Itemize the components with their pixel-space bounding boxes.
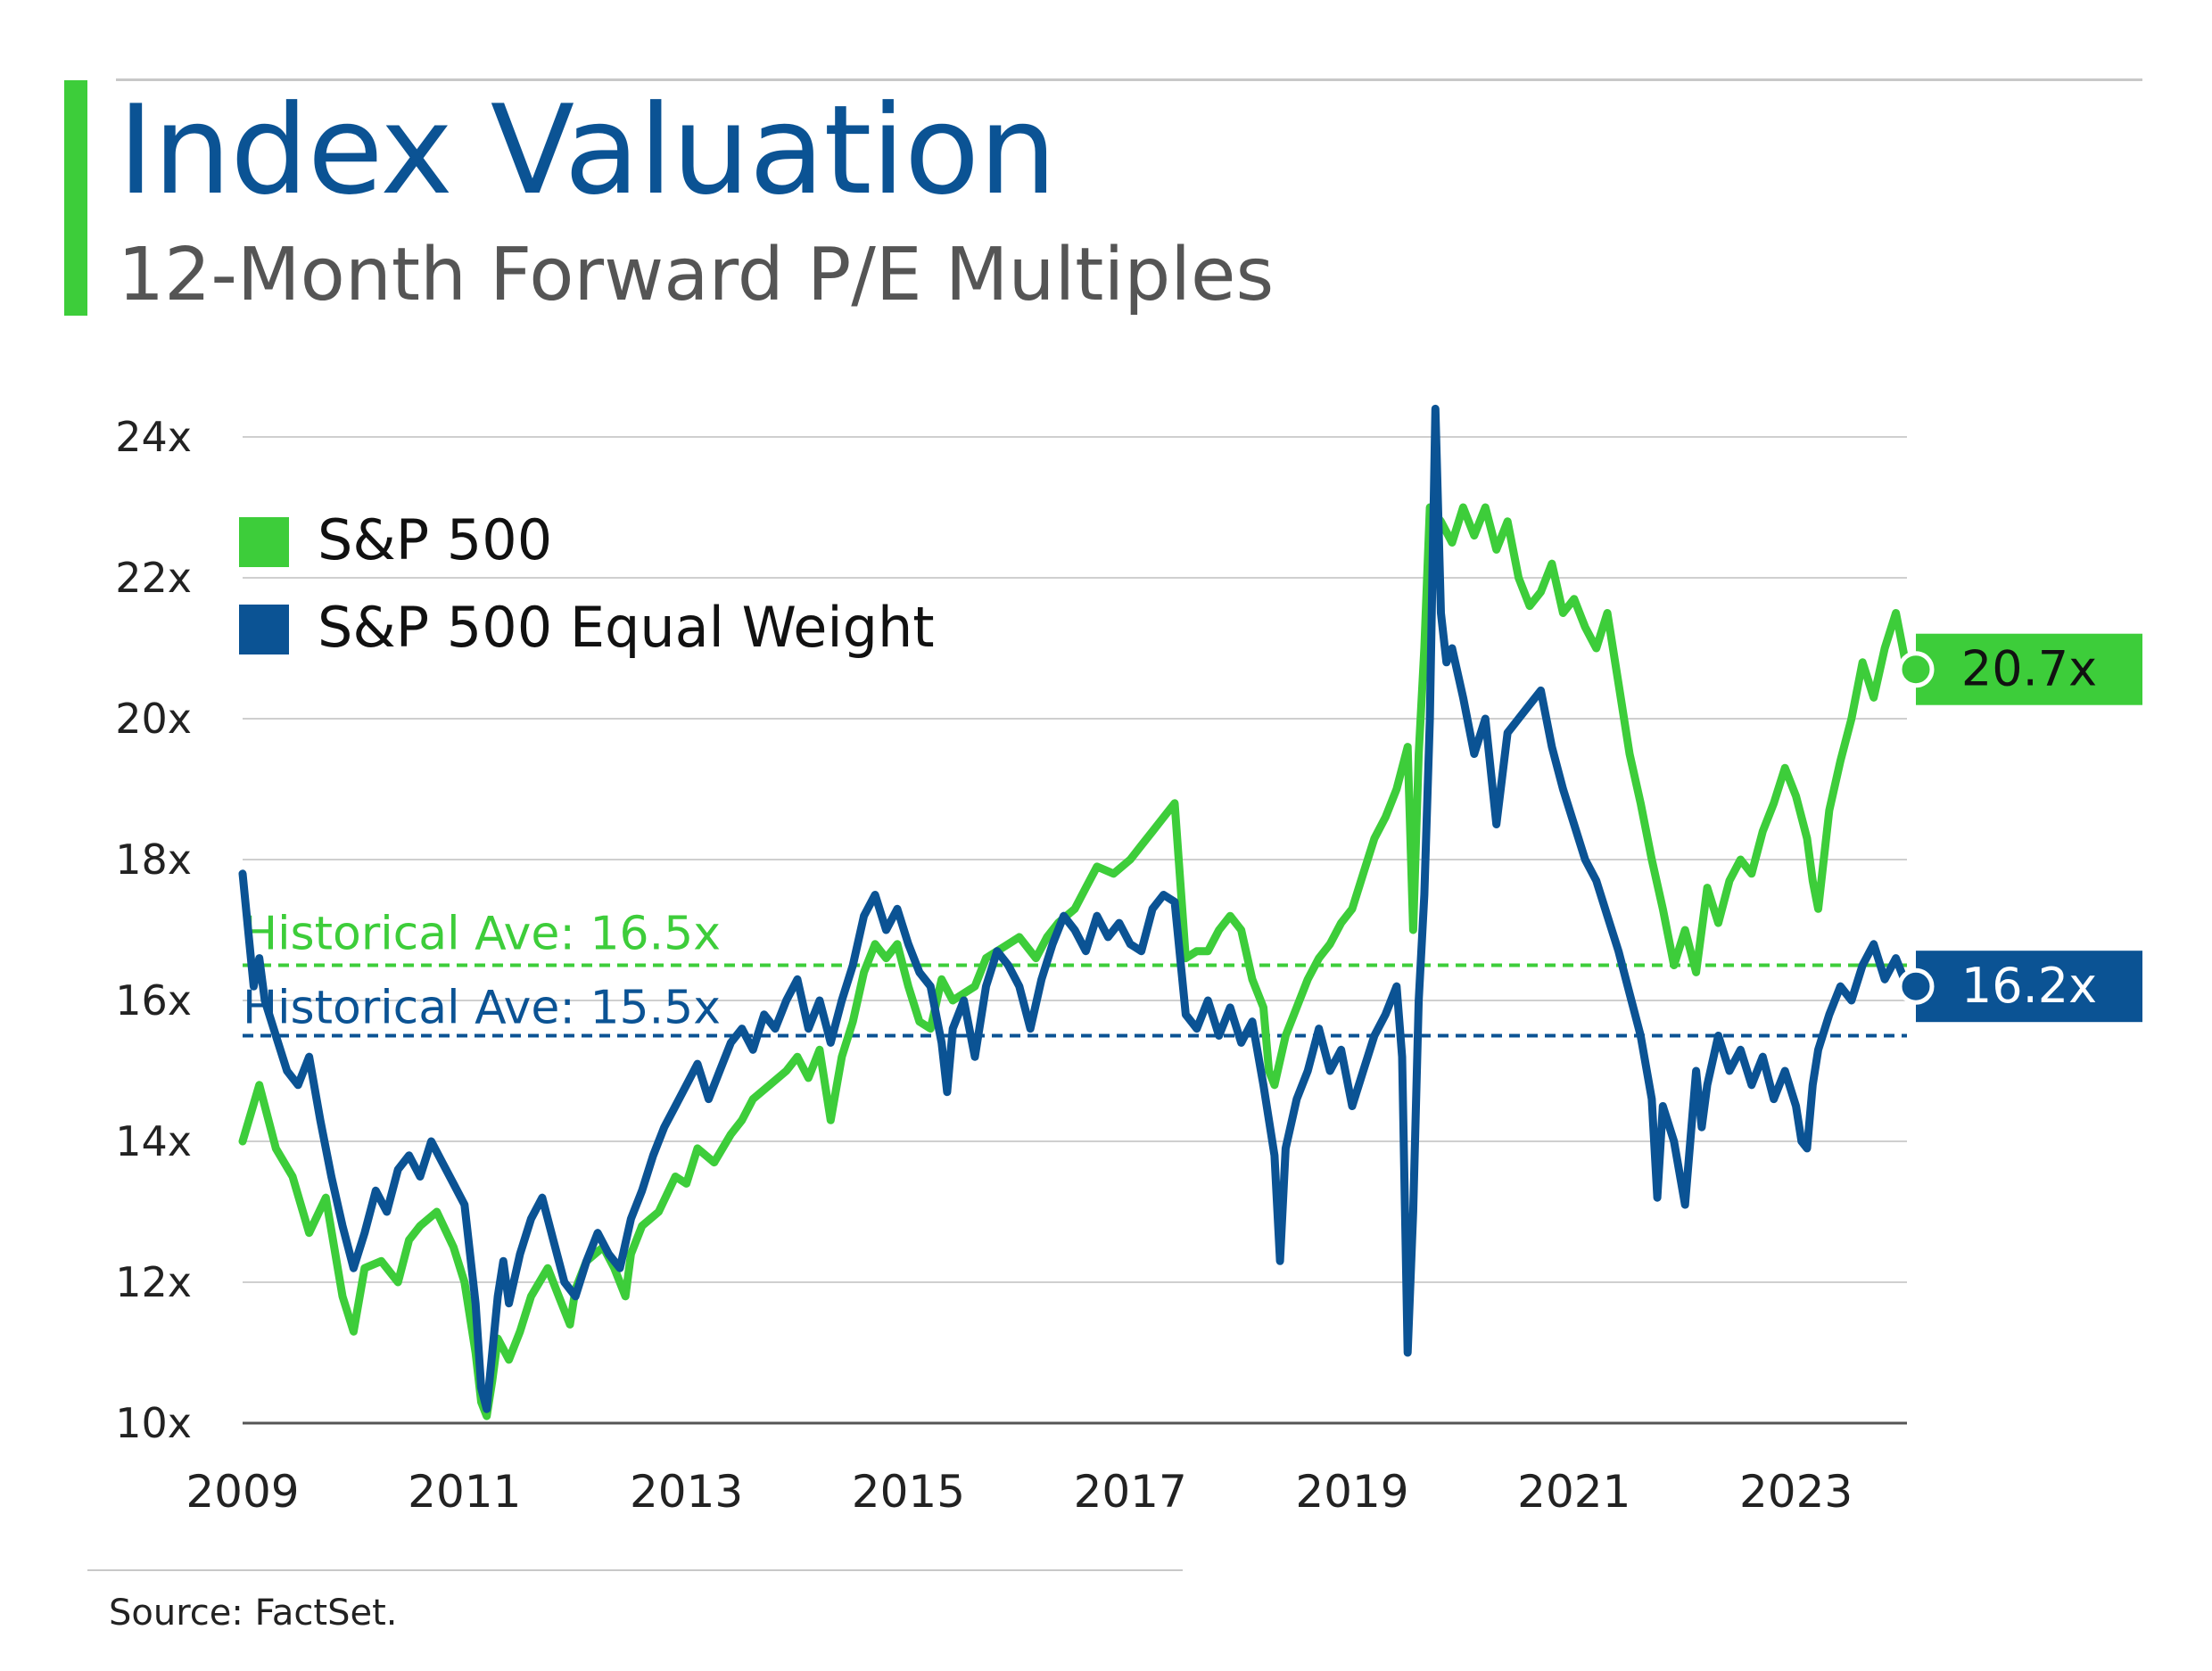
y-tick-label: 18x xyxy=(115,836,192,884)
top-divider xyxy=(116,78,2142,81)
current-value-badge xyxy=(1916,633,2142,705)
current-value-marker xyxy=(1897,651,1935,688)
x-tick-label: 2019 xyxy=(1295,1466,1408,1518)
current-value-marker xyxy=(1897,967,1935,1005)
legend-swatch xyxy=(239,605,289,654)
series-line xyxy=(238,503,1911,1420)
x-tick-label: 2021 xyxy=(1517,1466,1630,1518)
x-tick-label: 2015 xyxy=(852,1466,965,1518)
legend-swatch xyxy=(239,517,289,567)
current-value-label: 20.7x xyxy=(1961,641,2097,697)
x-tick-label: 2023 xyxy=(1739,1466,1853,1518)
x-tick-label: 2011 xyxy=(408,1466,521,1518)
y-tick-label: 10x xyxy=(115,1399,192,1447)
current-value-label: 16.2x xyxy=(1961,958,2097,1014)
y-tick-label: 16x xyxy=(115,976,192,1025)
y-tick-label: 14x xyxy=(115,1117,192,1165)
page-subtitle: 12-Month Forward P/E Multiples xyxy=(118,233,1275,317)
x-tick-label: 2013 xyxy=(630,1466,743,1518)
y-tick-label: 20x xyxy=(115,695,192,743)
x-tick-label: 2017 xyxy=(1074,1466,1187,1518)
source-note: Source: FactSet. xyxy=(109,1593,398,1634)
source-divider xyxy=(87,1569,1183,1571)
series-line xyxy=(238,404,1911,1413)
x-tick-label: 2009 xyxy=(186,1466,299,1518)
historical-average-label: Historical Ave: 15.5x xyxy=(243,982,721,1035)
current-value-badge xyxy=(1916,951,2142,1023)
y-tick-label: 12x xyxy=(115,1258,192,1306)
legend-label: S&P 500 Equal Weight xyxy=(318,595,935,660)
title-accent-bar xyxy=(64,80,87,316)
legend-label: S&P 500 xyxy=(318,507,552,572)
y-tick-label: 24x xyxy=(115,413,192,461)
page-title: Index Valuation xyxy=(118,78,1057,222)
historical-average-label: Historical Ave: 16.5x xyxy=(243,908,721,961)
y-tick-label: 22x xyxy=(115,554,192,602)
